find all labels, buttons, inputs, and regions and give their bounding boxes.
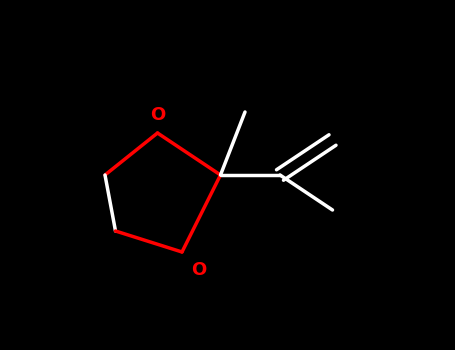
Text: O: O — [150, 106, 165, 124]
Text: O: O — [191, 261, 206, 279]
